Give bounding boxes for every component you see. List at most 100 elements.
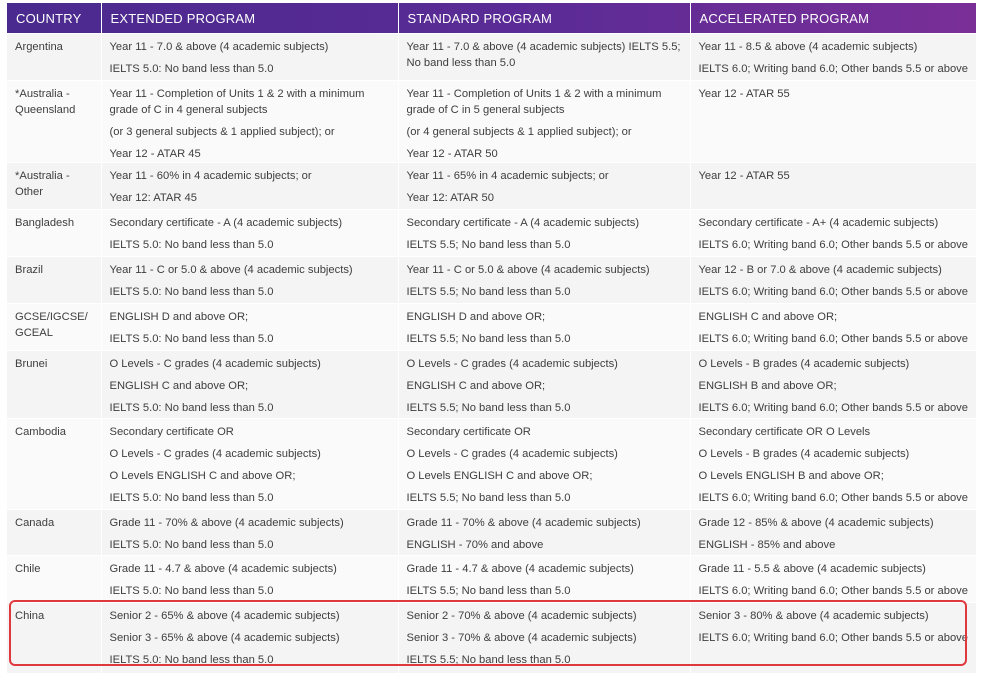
accelerated-requirement-cell: Year 12 - ATAR 55	[689, 80, 976, 163]
table-row: Bangladesh Secondary certificate - A (4 a…	[7, 209, 976, 257]
requirement-line: Year 12 - B or 7.0 & above (4 academic s…	[698, 264, 942, 276]
requirement-line: IELTS 6.0; Writing band 6.0; Other bands…	[698, 402, 969, 414]
requirement-line: O Levels - B grades (4 academic subjects…	[698, 448, 910, 460]
requirement-line: IELTS 5.0: No band less than 5.0	[109, 539, 274, 551]
extended-requirement-cell: Secondary certificate OR O Levels - C gra…	[100, 418, 398, 510]
requirement-line: O Levels - B grades (4 academic subjects…	[698, 358, 910, 370]
requirement-line: IELTS 5.0: No band less than 5.0	[109, 585, 274, 597]
requirement-line: O Levels ENGLISH B and above OR;	[698, 470, 884, 482]
requirement-line: ENGLISH D and above OR;	[406, 311, 546, 323]
requirement-line: Year 11 - 65% in 4 academic subjects; or	[406, 170, 609, 182]
requirement-line: Year 11 - 7.0 & above (4 academic subjec…	[406, 41, 681, 69]
requirement-line: ENGLISH C and above OR;	[698, 311, 838, 323]
requirement-line: Secondary certificate - A (4 academic su…	[406, 217, 640, 229]
country-cell: Canada	[7, 509, 101, 556]
requirement-line: IELTS 5.0: No band less than 5.0	[109, 492, 274, 504]
accelerated-requirement-cell: O Levels - B grades (4 academic subjects…	[689, 350, 976, 419]
extended-requirement-cell: Grade 11 - 70% & above (4 academic subje…	[100, 509, 398, 556]
requirement-line: Year 12 - ATAR 45	[109, 148, 201, 160]
header-standard-program: STANDARD PROGRAM	[397, 3, 690, 34]
requirement-line: IELTS 5.0: No band less than 5.0	[109, 239, 274, 251]
requirement-line: ENGLISH - 70% and above	[406, 539, 544, 551]
accelerated-requirement-cell: Secondary certificate OR O Levels O Level…	[689, 418, 976, 510]
table-row: China Senior 2 - 65% & above (4 academic …	[7, 602, 976, 673]
extended-requirement-cell: O Levels - C grades (4 academic subjects…	[100, 350, 398, 419]
country-cell: GCSE/IGCSE/ GCEAL	[7, 303, 101, 351]
requirement-line: Senior 3 - 80% & above (4 academic subje…	[698, 610, 929, 622]
requirement-line: Year 11 - C or 5.0 & above (4 academic s…	[406, 264, 650, 276]
requirement-line: ENGLISH C and above OR;	[109, 380, 249, 392]
header-accelerated-program: ACCELERATED PROGRAM	[689, 3, 976, 34]
standard-requirement-cell: Year 11 - 7.0 & above (4 academic subjec…	[397, 33, 690, 81]
requirement-line: IELTS 6.0; Writing band 6.0; Other bands…	[698, 239, 969, 251]
requirement-line: Senior 3 - 65% & above (4 academic subje…	[109, 632, 340, 644]
requirement-line: IELTS 5.5; No band less than 5.0	[406, 333, 571, 345]
requirement-line: O Levels ENGLISH C and above OR;	[109, 470, 296, 482]
requirement-line: Year 11 - 7.0 & above (4 academic subjec…	[109, 41, 329, 53]
requirement-line: IELTS 5.0: No band less than 5.0	[109, 402, 274, 414]
extended-requirement-cell: Senior 2 - 65% & above (4 academic subje…	[100, 602, 398, 673]
requirement-line: Grade 11 - 4.7 & above (4 academic subje…	[406, 563, 634, 575]
requirement-line: Year 11 - C or 5.0 & above (4 academic s…	[109, 264, 353, 276]
requirement-line: Senior 2 - 65% & above (4 academic subje…	[109, 610, 340, 622]
requirement-line: Secondary certificate OR	[109, 426, 234, 438]
accelerated-requirement-cell: Secondary certificate - A+ (4 academic s…	[689, 209, 976, 257]
header-country: COUNTRY	[16, 10, 82, 26]
table-row: Cambodia Secondary certificate OR O Levels…	[7, 418, 976, 510]
requirement-line: IELTS 5.0: No band less than 5.0	[109, 286, 274, 298]
requirement-line: ENGLISH D and above OR;	[109, 311, 249, 323]
table-header-row: COUNTRY EXTENDED PROGRAM STANDARD PROGRA…	[7, 3, 976, 34]
standard-requirement-cell: Grade 11 - 70% & above (4 academic subje…	[397, 509, 690, 556]
standard-requirement-cell: Secondary certificate OR O Levels - C gra…	[397, 418, 690, 510]
standard-requirement-cell: ENGLISH D and above OR; IELTS 5.5; No ban…	[397, 303, 690, 351]
requirement-line: Year 11 - Completion of Units 1 & 2 with…	[109, 88, 365, 116]
requirement-line: IELTS 5.5; No band less than 5.0	[406, 239, 571, 251]
accelerated-requirement-cell: Year 12 - B or 7.0 & above (4 academic s…	[689, 256, 976, 304]
table-row: Brunei O Levels - C grades (4 academic su…	[7, 350, 976, 419]
requirement-line: IELTS 5.0: No band less than 5.0	[109, 63, 274, 75]
table-row: Chile Grade 11 - 4.7 & above (4 academic …	[7, 555, 976, 603]
accelerated-requirement-cell: Senior 3 - 80% & above (4 academic subje…	[689, 602, 976, 673]
requirement-line: IELTS 5.5; No band less than 5.0	[406, 654, 571, 666]
requirement-line: O Levels - C grades (4 academic subjects…	[109, 358, 321, 370]
requirement-line: ENGLISH - 85% and above	[698, 539, 836, 551]
requirement-line: Secondary certificate OR	[406, 426, 531, 438]
standard-requirement-cell: Year 11 - Completion of Units 1 & 2 with…	[397, 80, 690, 163]
country-cell: Chile	[7, 555, 101, 603]
extended-requirement-cell: Year 11 - Completion of Units 1 & 2 with…	[100, 80, 398, 163]
entry-requirements-table: COUNTRY EXTENDED PROGRAM STANDARD PROGRA…	[7, 3, 976, 673]
requirement-line: Senior 2 - 70% & above (4 academic subje…	[406, 610, 637, 622]
standard-requirement-cell: Year 11 - 65% in 4 academic subjects; or…	[397, 162, 690, 210]
extended-requirement-cell: Year 11 - 7.0 & above (4 academic subjec…	[100, 33, 398, 81]
requirement-line: Secondary certificate OR O Levels	[698, 426, 871, 438]
requirement-line: IELTS 6.0; Writing band 6.0; Other bands…	[698, 63, 969, 75]
requirement-line: Secondary certificate - A (4 academic su…	[109, 217, 343, 229]
extended-requirement-cell: Year 11 - C or 5.0 & above (4 academic s…	[100, 256, 398, 304]
extended-requirement-cell: Grade 11 - 4.7 & above (4 academic subje…	[100, 555, 398, 603]
requirement-line: ENGLISH C and above OR;	[406, 380, 546, 392]
requirement-line: Year 11 - 8.5 & above (4 academic subjec…	[698, 41, 918, 53]
country-cell: Brazil	[7, 256, 101, 304]
requirement-line: Grade 11 - 5.5 & above (4 academic subje…	[698, 563, 926, 575]
requirement-line: (or 4 general subjects & 1 applied subje…	[406, 126, 632, 138]
requirement-line: IELTS 5.0: No band less than 5.0	[109, 654, 274, 666]
table-row: *Australia - Other Year 11 - 60% in 4 aca…	[7, 162, 976, 210]
table-row: Argentina Year 11 - 7.0 & above (4 academ…	[7, 33, 976, 81]
standard-requirement-cell: Senior 2 - 70% & above (4 academic subje…	[397, 602, 690, 673]
requirement-line: Secondary certificate - A+ (4 academic s…	[698, 217, 939, 229]
requirement-line: IELTS 6.0; Writing band 6.0; Other bands…	[698, 286, 969, 298]
extended-requirement-cell: Secondary certificate - A (4 academic su…	[100, 209, 398, 257]
header-extended-program: EXTENDED PROGRAM	[100, 3, 398, 34]
requirement-line: IELTS 6.0; Writing band 6.0; Other bands…	[698, 585, 969, 597]
table-row: *Australia - Queensland Year 11 - Complet…	[7, 80, 976, 163]
country-cell: Bangladesh	[7, 209, 101, 257]
extended-requirement-cell: Year 11 - 60% in 4 academic subjects; or…	[100, 162, 398, 210]
country-cell: *Australia - Queensland	[7, 80, 101, 163]
requirement-line: O Levels ENGLISH C and above OR;	[406, 470, 593, 482]
requirement-line: IELTS 5.5; No band less than 5.0	[406, 286, 571, 298]
requirement-line: Grade 11 - 70% & above (4 academic subje…	[109, 517, 344, 529]
extended-requirement-cell: ENGLISH D and above OR; IELTS 5.0: No ban…	[100, 303, 398, 351]
requirement-line: Year 12: ATAR 45	[109, 192, 197, 204]
accelerated-requirement-cell: Year 11 - 8.5 & above (4 academic subjec…	[689, 33, 976, 81]
requirement-line: Grade 12 - 85% & above (4 academic subje…	[698, 517, 934, 529]
